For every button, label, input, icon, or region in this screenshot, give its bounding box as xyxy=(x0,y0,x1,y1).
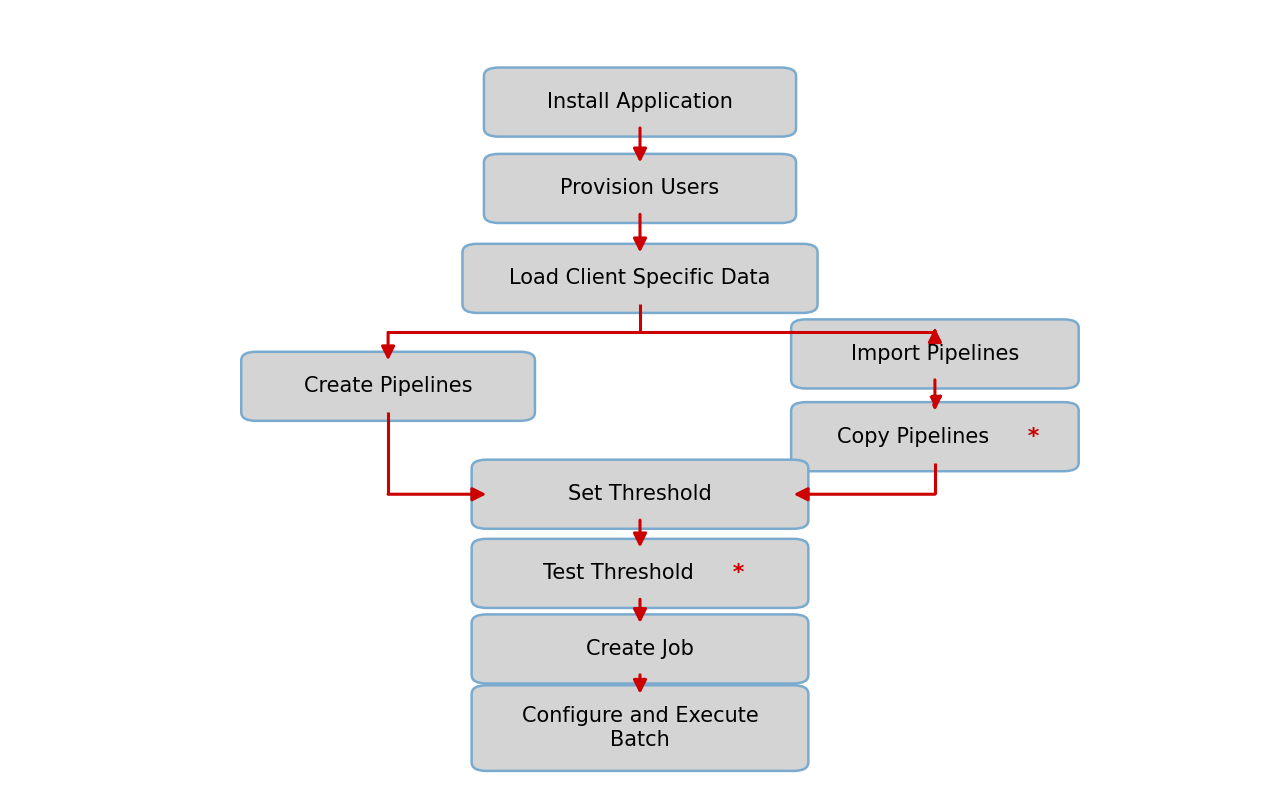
FancyBboxPatch shape xyxy=(471,539,809,608)
FancyBboxPatch shape xyxy=(484,154,796,223)
Text: Configure and Execute
Batch: Configure and Execute Batch xyxy=(522,707,758,750)
FancyBboxPatch shape xyxy=(241,352,535,421)
Text: Import Pipelines: Import Pipelines xyxy=(851,344,1019,364)
FancyBboxPatch shape xyxy=(484,68,796,137)
Text: Copy Pipelines: Copy Pipelines xyxy=(837,427,989,447)
FancyBboxPatch shape xyxy=(471,685,809,771)
FancyBboxPatch shape xyxy=(471,460,809,529)
Text: Set Threshold: Set Threshold xyxy=(568,484,712,504)
Text: Provision Users: Provision Users xyxy=(561,179,719,198)
FancyBboxPatch shape xyxy=(791,402,1079,471)
Text: *: * xyxy=(724,563,744,583)
Text: *: * xyxy=(1020,427,1039,447)
Text: Test Threshold: Test Threshold xyxy=(543,563,694,583)
Text: Load Client Specific Data: Load Client Specific Data xyxy=(509,268,771,288)
Text: Create Job: Create Job xyxy=(586,639,694,659)
FancyBboxPatch shape xyxy=(471,615,809,683)
Text: Create Pipelines: Create Pipelines xyxy=(303,376,472,397)
FancyBboxPatch shape xyxy=(791,320,1079,389)
FancyBboxPatch shape xyxy=(462,244,818,313)
Text: Install Application: Install Application xyxy=(547,92,733,112)
